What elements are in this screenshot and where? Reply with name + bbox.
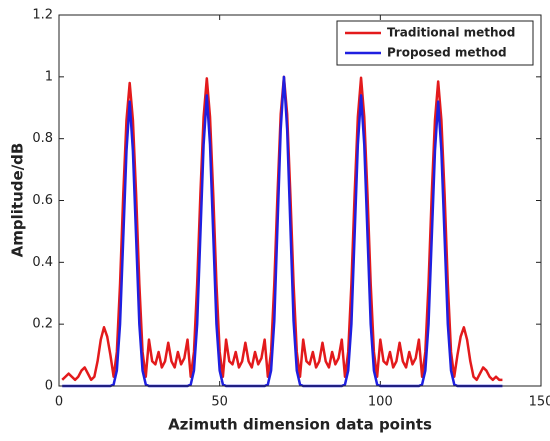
axes-box	[58, 14, 542, 387]
y-axis-label: Amplitude/dB	[9, 143, 27, 258]
plot-area	[59, 15, 541, 386]
x-axis-label: Azimuth dimension data points	[168, 416, 432, 434]
y-tick-label: 1	[45, 69, 53, 84]
y-tick-label: 0.2	[32, 317, 53, 332]
legend-label: Proposed method	[387, 46, 507, 60]
legend: Traditional method Proposed method	[336, 20, 534, 66]
x-tick-label: 0	[55, 395, 63, 410]
legend-label: Traditional method	[387, 26, 515, 40]
x-tick-label: 50	[211, 395, 228, 410]
legend-box	[336, 20, 534, 66]
y-tick-label: 0.4	[32, 255, 53, 270]
series-line	[62, 75, 503, 388]
y-tick-label: 0.6	[32, 193, 53, 208]
y-tick-label: 0	[45, 379, 53, 394]
y-tick-label: 0.8	[32, 131, 53, 146]
y-tick-label: 1.2	[32, 8, 53, 23]
x-tick-label: 150	[529, 395, 550, 410]
x-tick-label: 100	[368, 395, 393, 410]
